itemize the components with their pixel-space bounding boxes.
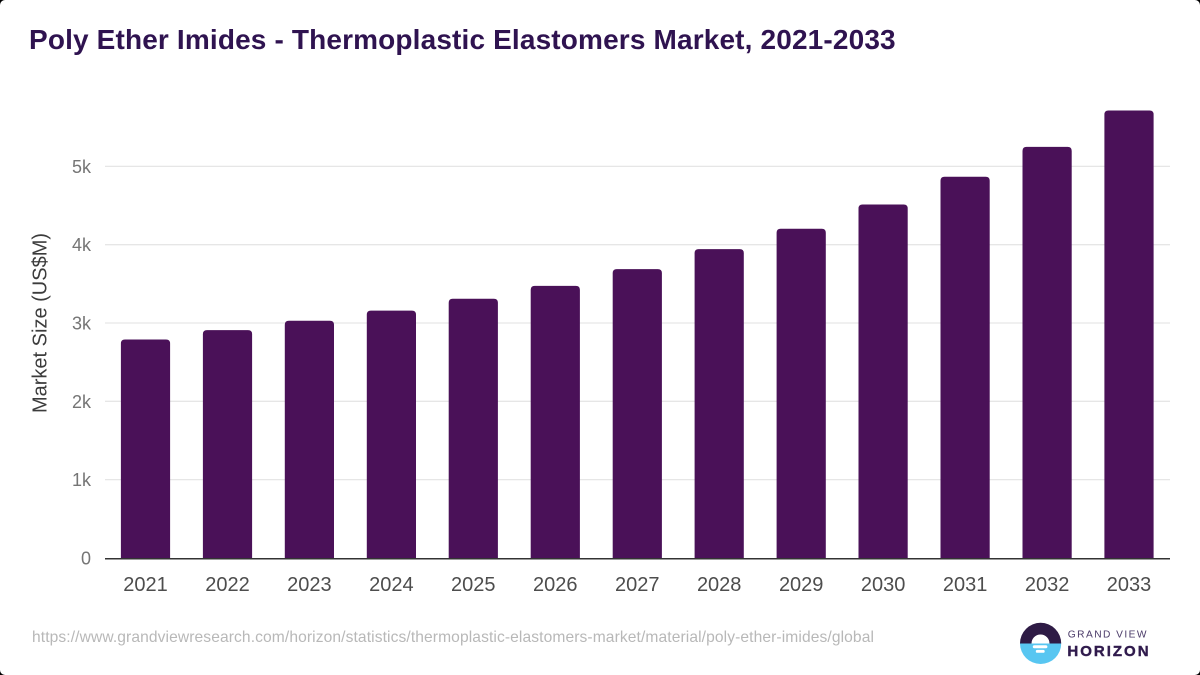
svg-text:2030: 2030	[861, 574, 906, 596]
svg-text:2023: 2023	[287, 574, 332, 596]
svg-text:2032: 2032	[1025, 574, 1070, 596]
svg-text:2029: 2029	[779, 574, 824, 596]
svg-text:0: 0	[81, 549, 91, 569]
svg-text:2027: 2027	[615, 574, 660, 596]
svg-text:4k: 4k	[72, 235, 92, 255]
svg-text:2025: 2025	[451, 574, 496, 596]
svg-text:Market Size (US$M): Market Size (US$M)	[30, 233, 52, 413]
svg-text:2022: 2022	[205, 574, 250, 596]
svg-text:HORIZON: HORIZON	[1067, 643, 1150, 660]
svg-text:2021: 2021	[123, 574, 168, 596]
svg-text:2k: 2k	[72, 392, 92, 412]
svg-text:5k: 5k	[72, 157, 92, 177]
svg-text:2026: 2026	[533, 574, 578, 596]
svg-text:2024: 2024	[369, 574, 414, 596]
svg-text:2033: 2033	[1107, 574, 1152, 596]
svg-text:2028: 2028	[697, 574, 742, 596]
svg-text:2031: 2031	[943, 574, 988, 596]
svg-text:1k: 1k	[72, 470, 92, 490]
svg-text:3k: 3k	[72, 314, 92, 334]
svg-text:GRAND VIEW: GRAND VIEW	[1068, 629, 1148, 640]
